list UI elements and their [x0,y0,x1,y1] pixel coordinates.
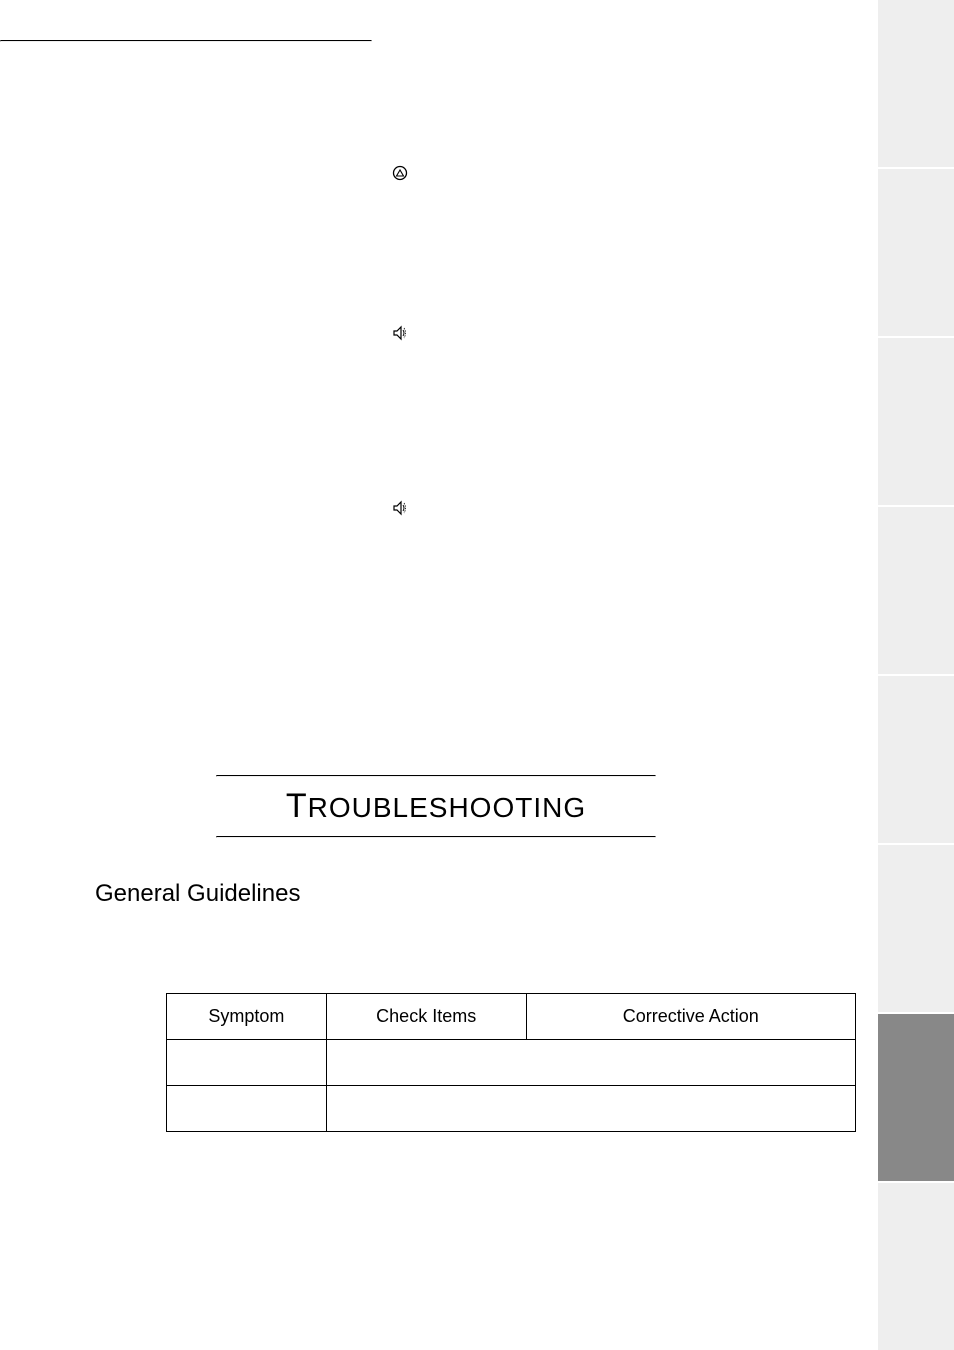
table-row [167,1086,856,1132]
side-tab [878,169,954,338]
side-tab [878,507,954,676]
side-tab [878,1183,954,1350]
circle-slash-icon [392,165,412,181]
sub-heading: General Guidelines [95,880,300,908]
table-col-action: Corrective Action [526,994,855,1040]
side-tab-strip [878,0,954,1350]
section-title: TROUBLESHOOTING [216,777,656,836]
section-title-rest: ROUBLESHOOTING [308,792,586,823]
section-rule-bottom [216,836,656,838]
table-col-check: Check Items [326,994,526,1040]
table-col-symptom: Symptom [167,994,327,1040]
table-cell [326,1040,855,1086]
header-rule [0,40,372,42]
side-tab [878,676,954,845]
side-tab [878,0,954,169]
side-tab [878,845,954,1014]
troubleshooting-table: Symptom Check Items Corrective Action [166,993,856,1132]
table-header-row: Symptom Check Items Corrective Action [167,994,856,1040]
speaker-icon [392,325,412,341]
section-title-block: TROUBLESHOOTING [216,775,656,838]
table-cell [167,1040,327,1086]
speaker-icon [392,500,412,516]
table-cell [167,1086,327,1132]
side-tab-active [878,1014,954,1183]
side-tab [878,338,954,507]
section-title-initial: T [286,787,308,825]
table-row [167,1040,856,1086]
table-cell [326,1086,855,1132]
